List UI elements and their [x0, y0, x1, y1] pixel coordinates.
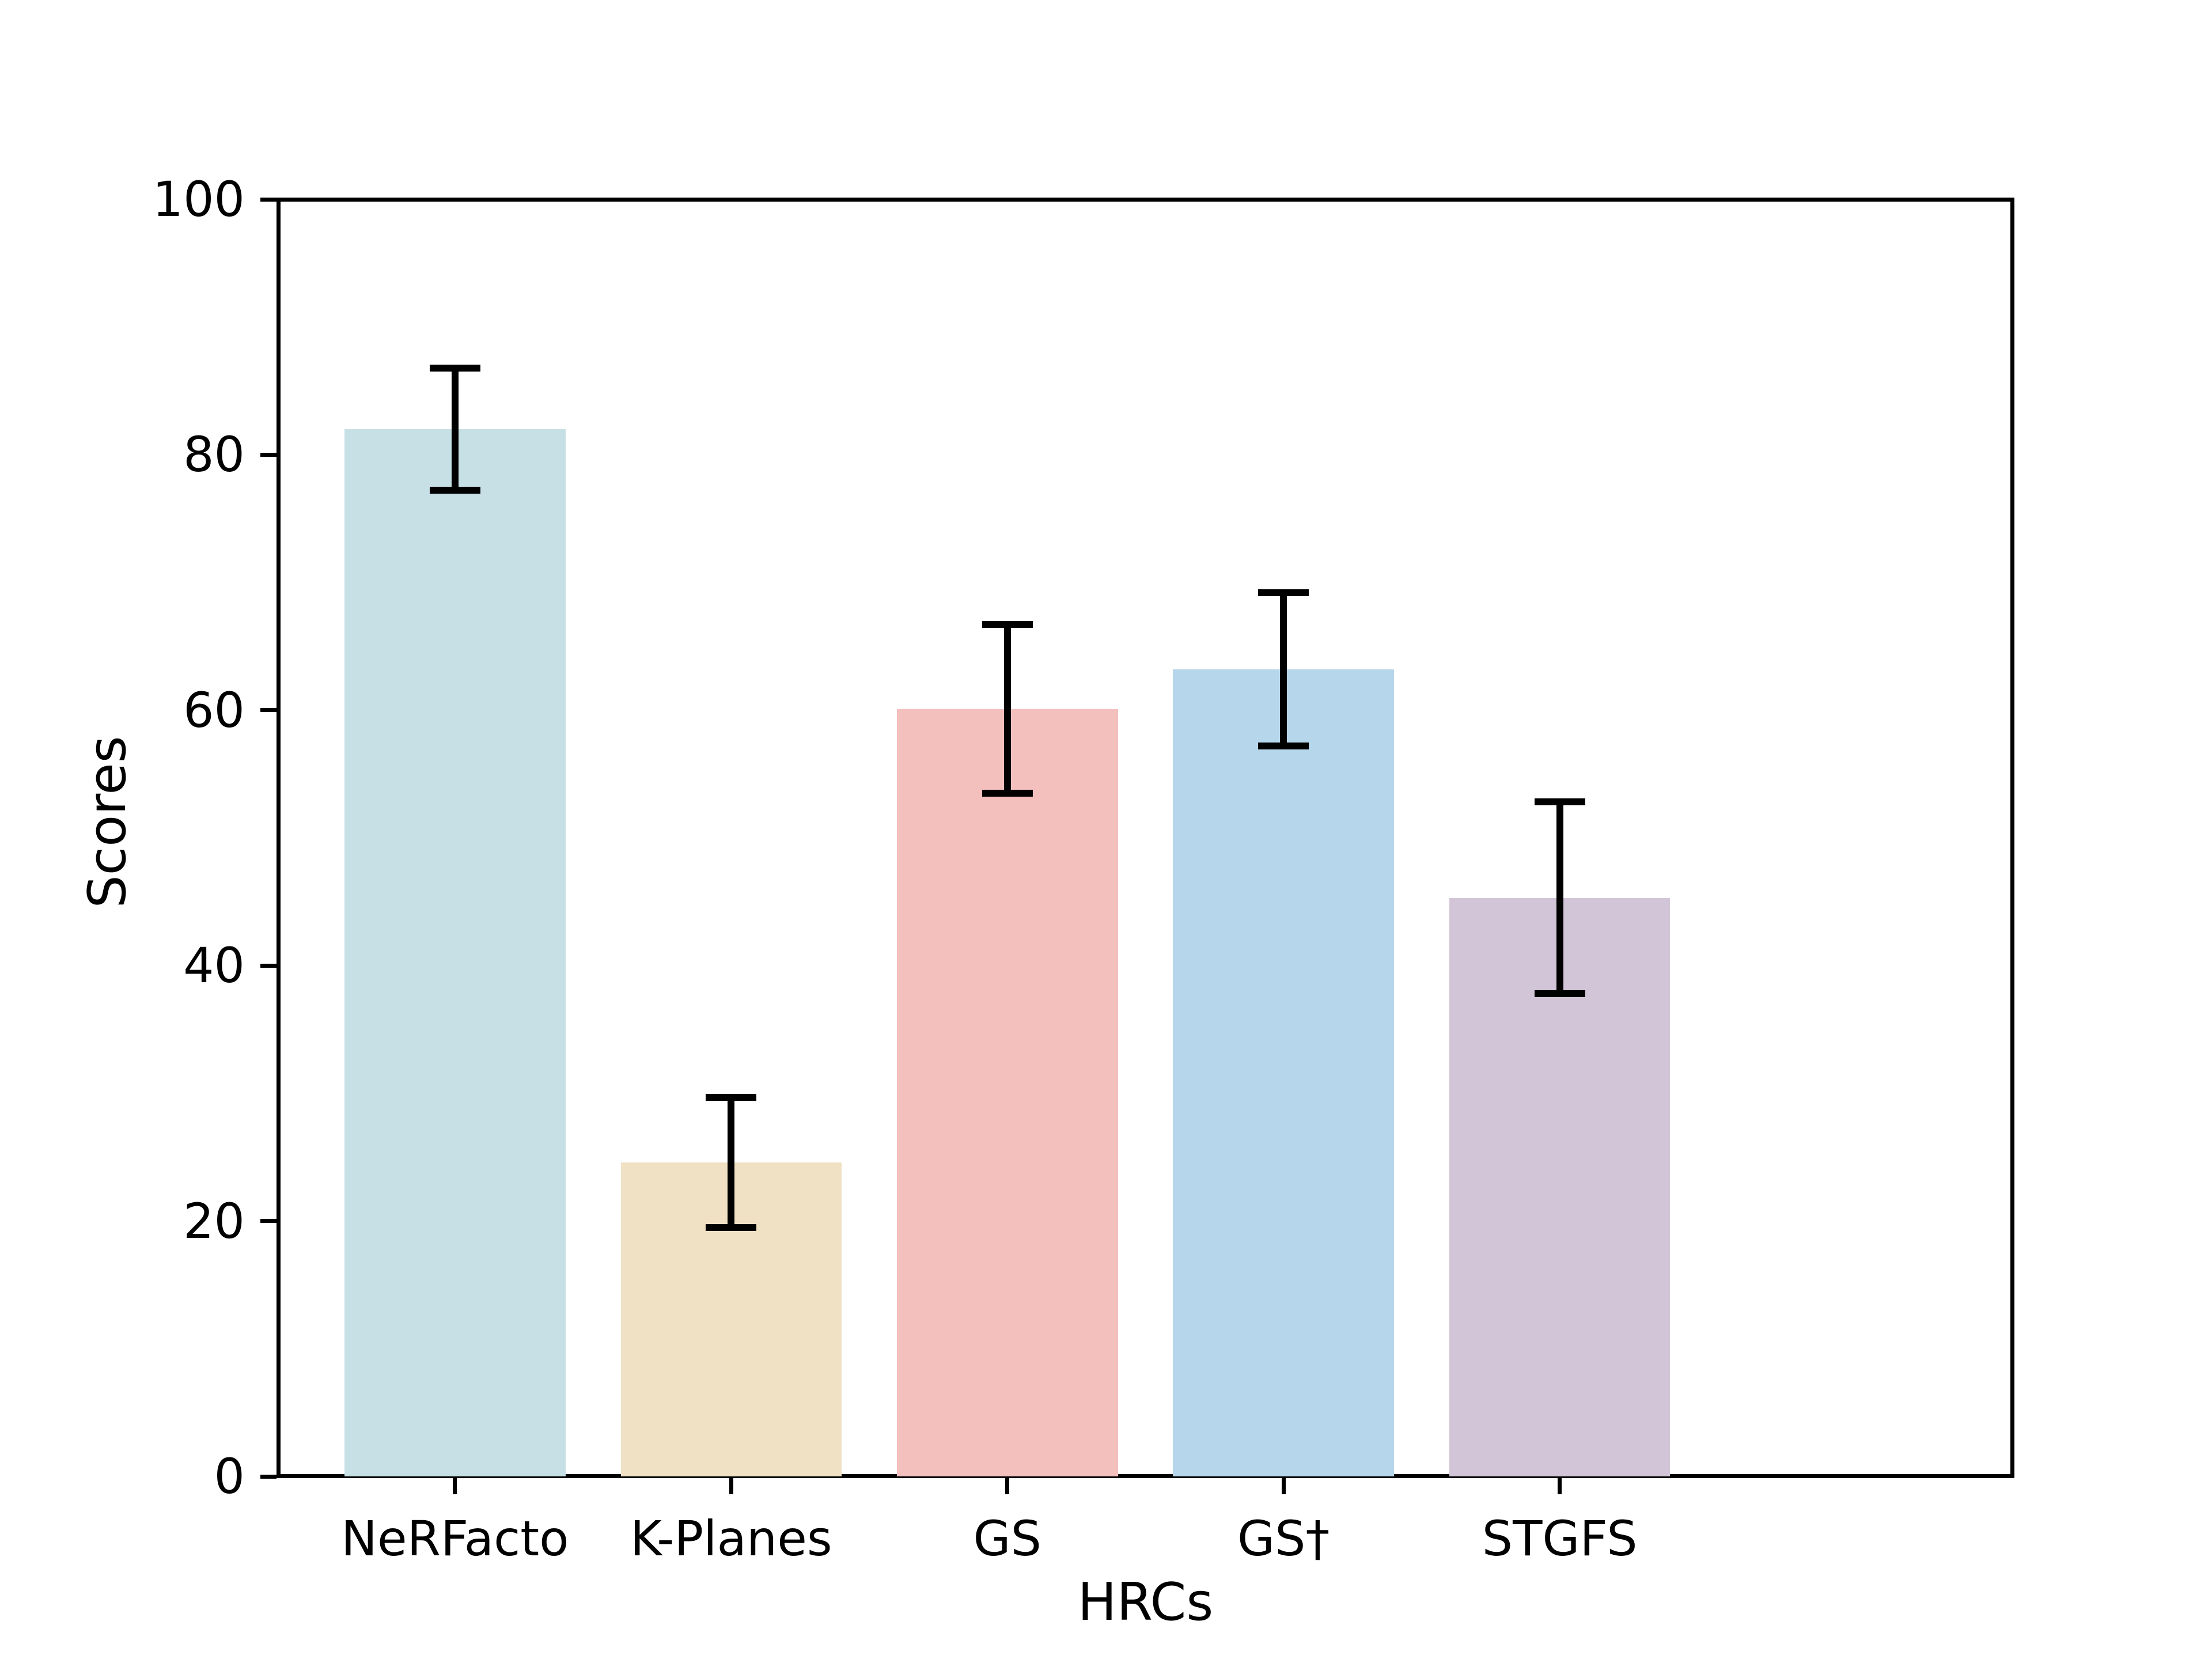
- left-spine: [276, 198, 281, 1478]
- bottom-spine: [276, 1474, 2014, 1478]
- error-bar-GS: [1003, 624, 1011, 793]
- y-tick-label-60: 60: [183, 681, 245, 738]
- y-tick-80: [260, 452, 276, 457]
- y-tick-0: [260, 1474, 276, 1479]
- y-tick-label-100: 100: [152, 171, 245, 228]
- error-cap-top-GS: [982, 621, 1033, 628]
- x-tick-label-GS†: GS†: [1237, 1510, 1330, 1567]
- y-tick-label-40: 40: [183, 937, 245, 994]
- error-cap-bottom-STGFS: [1534, 990, 1585, 997]
- error-cap-top-GS†: [1258, 589, 1309, 596]
- y-tick-label-0: 0: [214, 1448, 245, 1505]
- right-spine: [2010, 198, 2014, 1478]
- top-spine: [276, 198, 2014, 202]
- bar-GS†: [1173, 669, 1394, 1476]
- error-cap-bottom-NeRFacto: [429, 487, 480, 494]
- x-tick-GS: [1005, 1478, 1010, 1494]
- y-tick-100: [260, 197, 276, 202]
- error-bar-GS†: [1280, 592, 1287, 746]
- plot-area: 0 20 40 60 80 100 NeRFacto K-Planes GS GS† STGFS …: [77, 175, 2014, 1630]
- x-tick-GS†: [1281, 1478, 1286, 1494]
- y-tick-label-80: 80: [183, 426, 245, 483]
- error-bar-K-Planes: [728, 1097, 735, 1228]
- error-cap-top-K-Planes: [706, 1093, 757, 1101]
- error-cap-top-STGFS: [1534, 798, 1585, 806]
- x-tick-STGFS: [1558, 1478, 1562, 1494]
- error-bar-NeRFacto: [451, 368, 459, 491]
- error-cap-top-NeRFacto: [429, 364, 480, 372]
- x-tick-label-NeRFacto: NeRFacto: [341, 1510, 569, 1567]
- y-tick-60: [260, 708, 276, 713]
- x-axis-label: HRCs: [1077, 1572, 1214, 1633]
- error-cap-bottom-GS: [982, 789, 1033, 797]
- y-axis-label: Scores: [77, 736, 138, 908]
- error-bar-STGFS: [1556, 802, 1563, 994]
- x-tick-label-GS: GS: [973, 1510, 1041, 1567]
- x-tick-label-STGFS: STGFS: [1482, 1510, 1638, 1567]
- y-tick-40: [260, 963, 276, 968]
- bar-GS: [896, 709, 1118, 1476]
- y-tick-20: [260, 1219, 276, 1224]
- x-tick-label-K-Planes: K-Planes: [630, 1510, 832, 1567]
- y-tick-label-20: 20: [183, 1192, 245, 1249]
- x-tick-NeRFacto: [453, 1478, 457, 1494]
- bar-NeRFacto: [344, 429, 566, 1476]
- error-cap-bottom-K-Planes: [706, 1224, 757, 1231]
- error-cap-bottom-GS†: [1258, 742, 1309, 749]
- x-tick-K-Planes: [729, 1478, 733, 1494]
